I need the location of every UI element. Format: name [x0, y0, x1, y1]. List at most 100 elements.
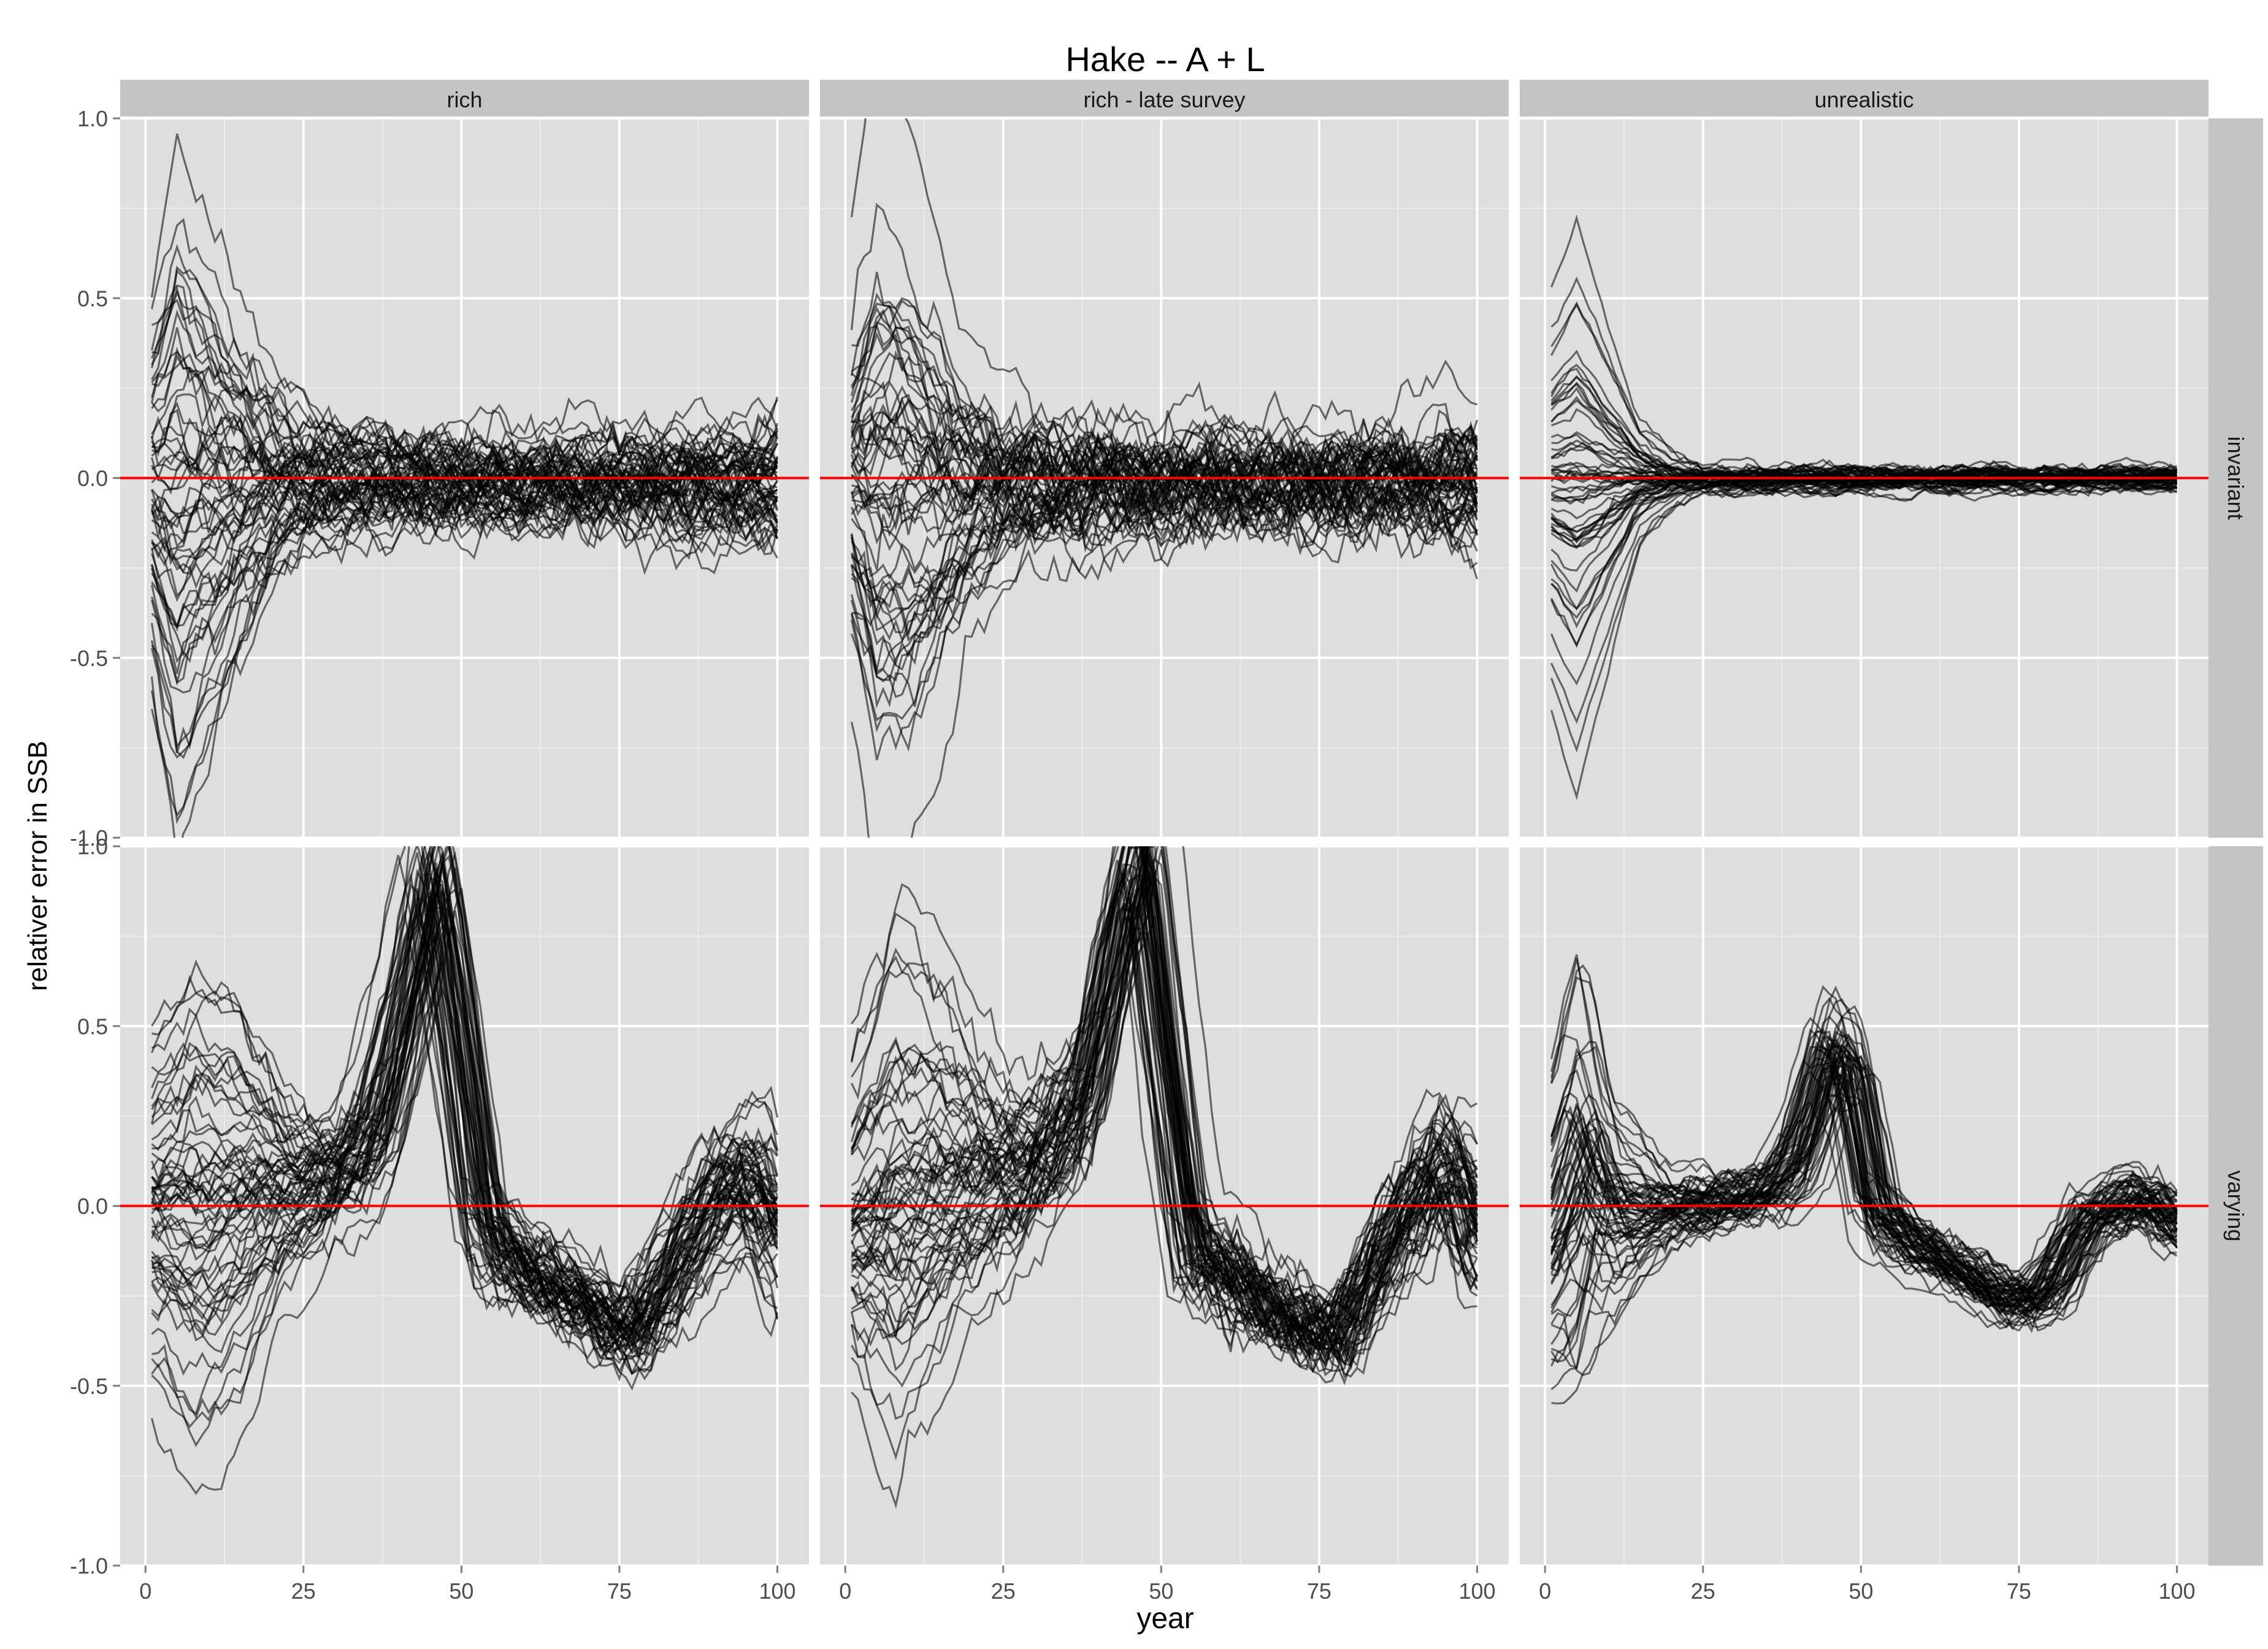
series-line — [1550, 479, 2177, 753]
series-line — [850, 202, 1478, 491]
series-line — [150, 459, 778, 684]
series-line — [851, 874, 1478, 1368]
series-line — [1550, 1059, 2178, 1303]
row-strip — [2208, 846, 2263, 1566]
column-strip-label: rich — [446, 87, 482, 112]
panel — [1520, 845, 2209, 1567]
x-tick-label: 50 — [1149, 1578, 1173, 1604]
series-line — [150, 350, 778, 501]
y-tick-label: 0.5 — [77, 286, 108, 311]
series-line — [150, 846, 779, 1339]
x-tick-label: 75 — [2007, 1578, 2031, 1604]
series-line — [1551, 1098, 2178, 1405]
series-line — [1550, 301, 2178, 483]
panel — [120, 117, 809, 839]
series-line — [850, 469, 1479, 683]
series-line — [851, 846, 1478, 1330]
panel-lines — [850, 846, 1479, 1509]
series-line — [151, 868, 779, 1347]
column-strip-label: unrealistic — [1814, 87, 1914, 112]
series-line — [1550, 1004, 2178, 1301]
series-line — [151, 442, 778, 573]
y-tick-label: 1.0 — [77, 106, 108, 131]
series-line — [850, 490, 1479, 838]
column-strip-label: rich - late survey — [1083, 87, 1245, 112]
series-line — [851, 846, 1479, 1329]
series-line — [150, 871, 778, 1345]
column-strip — [120, 80, 809, 117]
series-line — [851, 846, 1477, 1344]
series-line — [850, 846, 1479, 1308]
x-tick-label: 25 — [291, 1578, 316, 1604]
x-tick-label: 50 — [1848, 1578, 1873, 1604]
series-line — [850, 477, 1478, 760]
series-line — [851, 451, 1479, 628]
series-line — [151, 883, 778, 1326]
series-line — [1550, 1073, 2178, 1317]
series-line — [851, 867, 1478, 1348]
x-tick-label: 0 — [1539, 1578, 1551, 1604]
panel — [1520, 117, 2209, 839]
series-line — [851, 473, 1478, 638]
series-line — [151, 867, 778, 1344]
series-line — [851, 434, 1477, 533]
y-tick-label: -1.0 — [70, 1553, 108, 1578]
series-line — [1550, 964, 2178, 1284]
y-tick-label: -0.5 — [70, 1374, 108, 1399]
series-line — [850, 846, 1478, 1334]
x-tick-label: 25 — [1691, 1578, 1715, 1604]
x-tick-label: 50 — [449, 1578, 473, 1604]
x-tick-label: 100 — [1458, 1578, 1495, 1604]
panels-layer: rich rich - late survey unrealistic invaria… — [70, 80, 2263, 1604]
series-line — [851, 874, 1478, 1355]
series-line — [150, 133, 778, 480]
panel-lines — [1550, 214, 2178, 800]
series-line — [150, 462, 778, 675]
chart-title: Hake -- A + L — [1065, 40, 1265, 78]
series-line — [151, 266, 778, 495]
panel-lines — [150, 846, 779, 1495]
panel-lines — [850, 118, 1479, 838]
series-line — [150, 478, 778, 838]
y-tick-label: -0.5 — [70, 646, 108, 671]
series-line — [150, 467, 779, 632]
series-line — [151, 863, 778, 1347]
column-strip — [820, 80, 1509, 117]
panel — [820, 117, 1509, 839]
row-strip-label: varying — [2223, 1170, 2248, 1241]
series-line — [150, 299, 779, 484]
row-strip — [2208, 118, 2263, 838]
series-line — [851, 875, 1478, 1362]
series-line — [851, 887, 1478, 1346]
x-tick-label: 25 — [991, 1578, 1016, 1604]
panel — [820, 845, 1509, 1567]
series-line — [851, 398, 1478, 512]
y-tick-label: 0.0 — [77, 466, 108, 491]
x-axis-label: year — [1136, 1602, 1193, 1635]
y-tick-label: 0.5 — [77, 1014, 108, 1039]
x-tick-label: 75 — [607, 1578, 632, 1604]
x-tick-label: 0 — [139, 1578, 151, 1604]
column-strip — [1520, 80, 2209, 117]
x-tick-label: 100 — [2158, 1578, 2195, 1604]
series-line — [151, 852, 778, 1339]
series-line — [151, 868, 778, 1328]
x-tick-label: 100 — [759, 1578, 795, 1604]
series-line — [151, 846, 779, 1314]
series-line — [1550, 1056, 2177, 1317]
panel-lines — [1550, 954, 2178, 1405]
series-line — [151, 958, 778, 1429]
series-line — [1550, 473, 2177, 629]
series-line — [150, 920, 778, 1382]
series-line — [1550, 1065, 2178, 1345]
row-strip-label: invariant — [2223, 436, 2248, 519]
y-tick-label: 1.0 — [77, 834, 108, 859]
x-tick-label: 75 — [1307, 1578, 1331, 1604]
series-line — [151, 442, 778, 510]
series-line — [151, 469, 778, 694]
series-line — [1550, 276, 2178, 480]
series-line — [1550, 976, 2177, 1287]
series-line — [151, 473, 778, 759]
series-line — [851, 432, 1479, 551]
